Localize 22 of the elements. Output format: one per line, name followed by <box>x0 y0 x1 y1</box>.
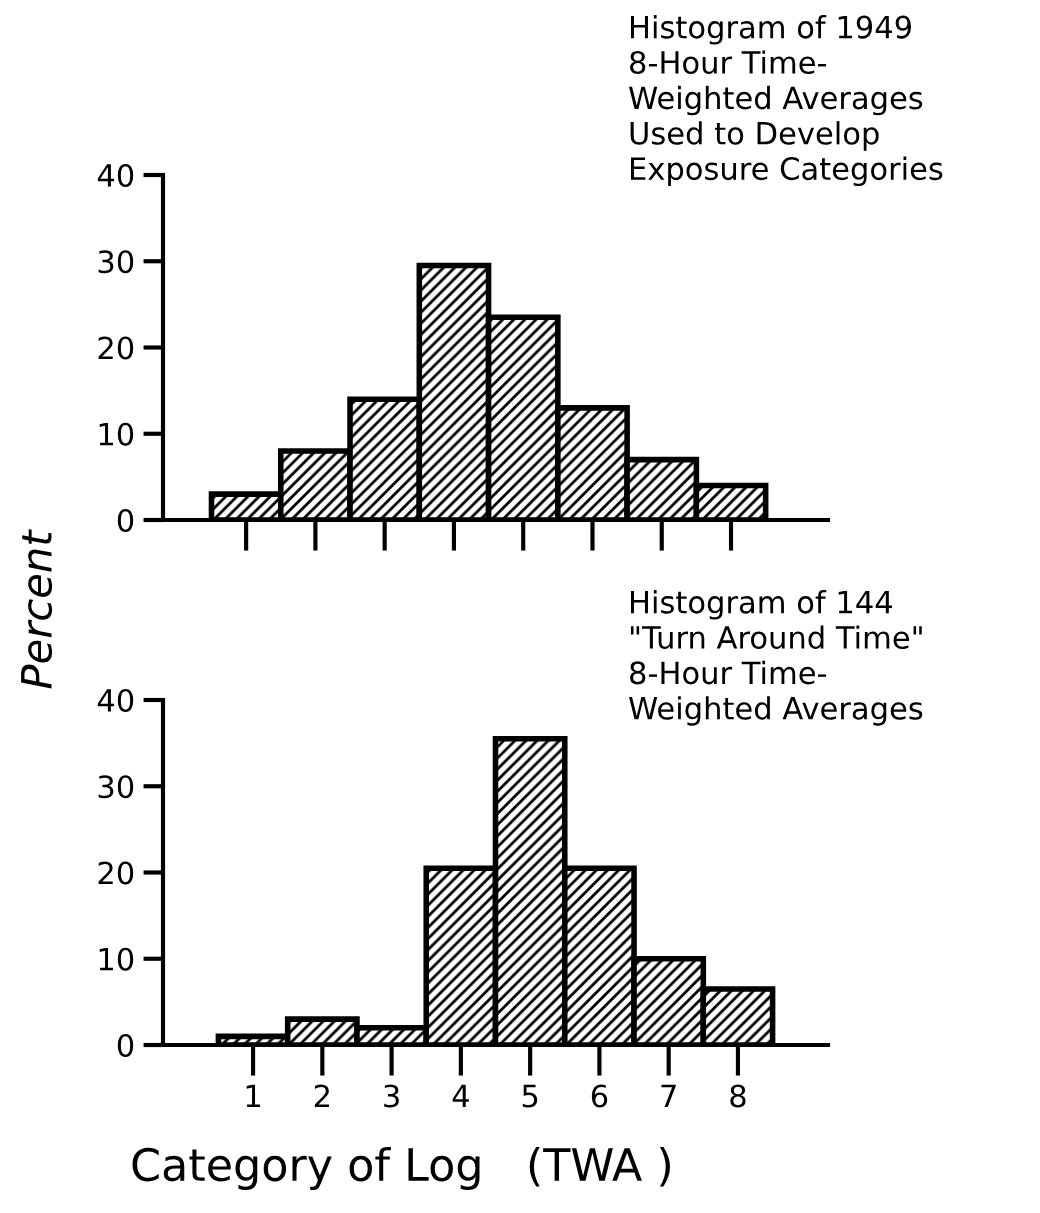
x-tick-label: 5 <box>522 1084 538 1108</box>
y-tick-label: 10 <box>99 947 134 971</box>
y-tick-label: 0 <box>117 1033 134 1058</box>
y-tick-label: 20 <box>98 336 134 360</box>
x-tick-label: 8 <box>730 1084 746 1108</box>
y-tick-label: 10 <box>99 422 134 446</box>
chart-title: Histogram of 144 "Turn Around Time" 8-Hour Time- Weighted Averages <box>629 590 923 726</box>
x-tick-label: 2 <box>314 1084 329 1108</box>
x-axis-title: Category of Log (TWA ) <box>132 1146 670 1190</box>
x-tick-label: 7 <box>661 1084 676 1108</box>
y-tick-label: 40 <box>97 163 134 188</box>
x-tick-label: 4 <box>452 1084 469 1108</box>
x-tick-label: 6 <box>591 1084 608 1108</box>
y-tick-label: 30 <box>98 775 134 799</box>
x-tick-label: 3 <box>384 1084 399 1108</box>
y-tick-label: 40 <box>97 688 134 713</box>
y-tick-label: 0 <box>117 508 134 533</box>
y-tick-label: 20 <box>98 861 134 885</box>
y-tick-label: 30 <box>98 250 134 274</box>
x-tick-label: 1 <box>246 1084 260 1108</box>
y-axis-title: Percent <box>21 529 53 689</box>
chart-title: Histogram of 1949 8-Hour Time- Weighted Averages Used to Develop Exposure Categories <box>629 15 943 187</box>
